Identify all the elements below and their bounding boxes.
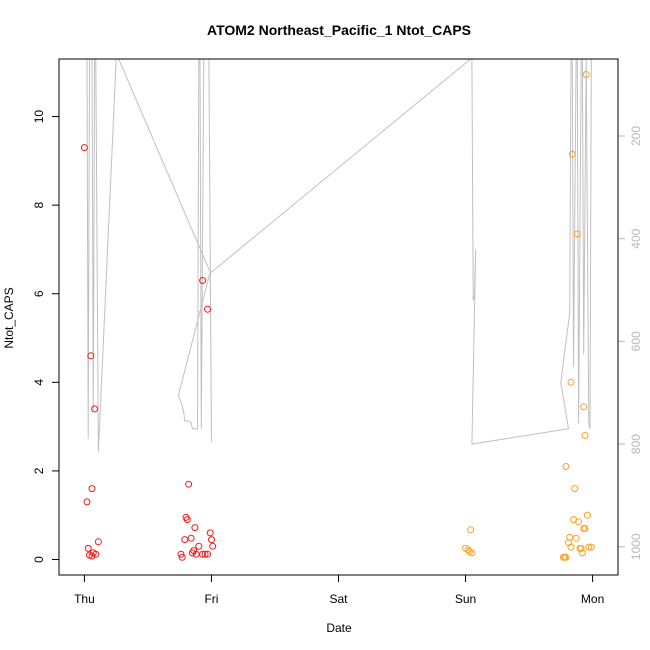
data-points <box>80 71 595 561</box>
data-point <box>208 536 215 544</box>
data-point <box>581 525 589 532</box>
data-point <box>83 498 91 506</box>
data-point <box>181 536 189 544</box>
data-point <box>561 553 569 561</box>
data-point <box>187 534 195 542</box>
data-point <box>185 480 193 488</box>
data-point <box>467 526 475 534</box>
y-axis-label: Ntot_CAPS <box>2 287 16 348</box>
data-point <box>191 524 199 532</box>
y-tick-label: 0 <box>32 556 46 563</box>
data-point <box>199 277 207 284</box>
data-point <box>177 550 185 558</box>
data-point <box>578 549 586 557</box>
data-point <box>572 534 580 542</box>
data-point <box>84 544 92 552</box>
data-point <box>577 544 585 552</box>
data-point <box>587 543 595 551</box>
chart-title: ATOM2 Northeast_Pacific_1 Ntot_CAPS <box>207 22 471 38</box>
data-point <box>204 550 212 558</box>
data-point <box>567 378 575 386</box>
data-point <box>584 511 591 519</box>
x-tick-label: Thu <box>74 592 95 606</box>
data-point <box>562 463 570 470</box>
y2-tick-label: 1000 <box>629 533 643 560</box>
data-point <box>567 543 575 551</box>
data-point <box>468 549 476 557</box>
y-tick-label: 4 <box>32 379 46 386</box>
x-axis: Thu Fri Sat Sun Mon <box>74 574 604 606</box>
y-axis: 0 2 4 6 8 10 <box>32 110 60 563</box>
y-tick-label: 6 <box>32 290 46 297</box>
y-tick-label: 10 <box>32 110 46 124</box>
depth-series <box>81 59 592 452</box>
data-point <box>571 485 579 493</box>
y-tick-label: 2 <box>32 467 46 474</box>
y2-tick-label: 200 <box>629 126 643 146</box>
data-point <box>88 552 96 560</box>
x-axis-label: Date <box>326 621 352 635</box>
y2-axis: 200 400 600 800 1000 <box>617 126 643 560</box>
data-point <box>178 553 186 561</box>
x-tick-label: Sun <box>455 592 476 606</box>
data-point <box>204 305 212 313</box>
data-point <box>87 352 95 360</box>
data-point <box>573 230 581 238</box>
data-point <box>568 150 576 158</box>
data-point <box>206 529 214 537</box>
data-point <box>209 542 217 550</box>
data-point <box>80 144 88 152</box>
data-point <box>188 549 196 557</box>
data-point <box>94 538 102 546</box>
x-tick-label: Sat <box>329 592 348 606</box>
x-tick-label: Mon <box>581 592 604 606</box>
data-point <box>92 550 100 558</box>
data-point <box>183 516 191 524</box>
data-point <box>91 405 99 413</box>
data-point <box>580 403 588 411</box>
y2-tick-label: 400 <box>629 228 643 248</box>
data-point <box>581 432 589 439</box>
x-tick-label: Fri <box>204 592 218 606</box>
data-point <box>575 518 583 526</box>
data-point <box>88 485 96 493</box>
data-point <box>195 542 203 550</box>
data-point <box>582 71 590 78</box>
data-point <box>199 550 207 558</box>
y2-tick-label: 800 <box>629 434 643 454</box>
data-point <box>585 543 593 551</box>
y2-tick-label: 600 <box>629 331 643 351</box>
y-tick-label: 8 <box>32 202 46 209</box>
plot-frame <box>58 58 619 576</box>
data-point <box>201 550 209 558</box>
depth-line <box>81 59 592 452</box>
